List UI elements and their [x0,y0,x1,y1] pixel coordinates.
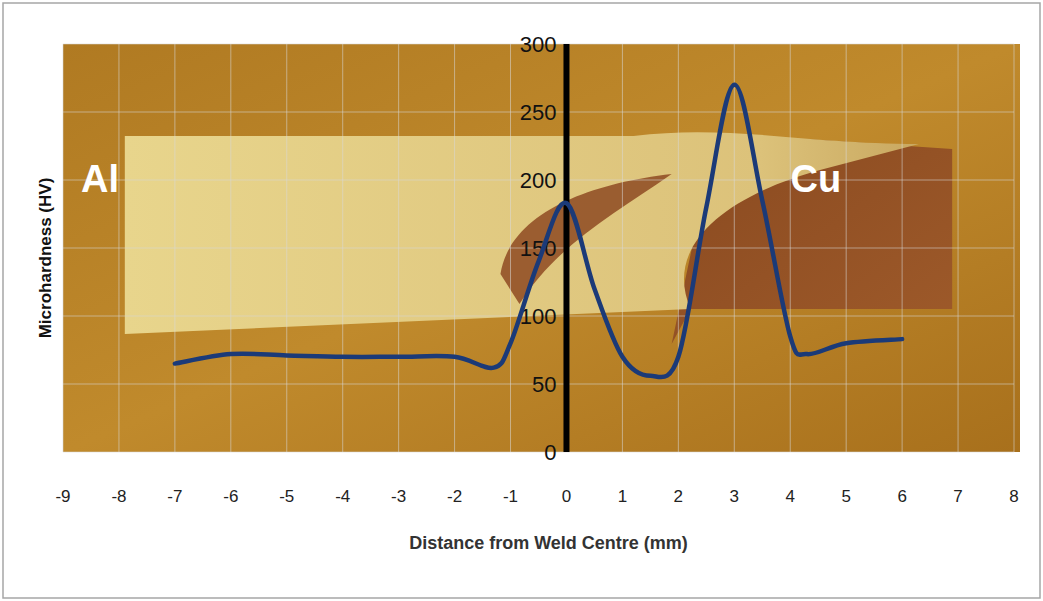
x-tick-label: 3 [730,487,739,506]
stir-zone [500,174,671,304]
x-tick-label: 6 [897,487,906,506]
y-axis-title: Microhardness (HV) [36,178,55,339]
x-tick-label: 8 [1009,487,1018,506]
y-tick-label: 100 [520,304,557,329]
hardness-line [175,85,902,377]
x-tick-label: 4 [786,487,795,506]
y-tick-label: 200 [520,168,557,193]
x-tick-label: -1 [503,487,518,506]
x-tick-label: 7 [953,487,962,506]
data-group [175,85,902,377]
y-axis [563,44,569,452]
annotation: Al [81,158,119,200]
micrograph-background [63,44,1020,452]
x-tick-label: -6 [223,487,238,506]
x-tick-label: -4 [335,487,350,506]
grid-line-x [566,44,567,452]
y-tick-label: 0 [544,440,556,465]
x-tick-label: 5 [841,487,850,506]
x-tick-label: 1 [618,487,627,506]
y-tick-label: 250 [520,100,557,125]
grid-line-y [63,452,1014,453]
x-tick-label: -3 [391,487,406,506]
x-tick-label: 2 [674,487,683,506]
annotation: Cu [791,158,842,200]
chart-wrap: AlCu050100150200250300-9-8-7-6-5-4-3-2-1… [0,0,1043,601]
x-tick-label: -2 [447,487,462,506]
frame [3,3,1040,598]
x-tick-label: -8 [111,487,126,506]
chart: AlCu050100150200250300-9-8-7-6-5-4-3-2-1… [0,0,1043,601]
x-tick-label: 0 [562,487,571,506]
x-tick-label: -9 [55,487,70,506]
x-tick-label: -7 [167,487,182,506]
x-tick-label: -5 [279,487,294,506]
x-axis-title: Distance from Weld Centre (mm) [409,533,688,553]
grid [63,44,1014,452]
y-tick-label: 50 [532,372,556,397]
y-tick-label: 300 [520,32,557,57]
